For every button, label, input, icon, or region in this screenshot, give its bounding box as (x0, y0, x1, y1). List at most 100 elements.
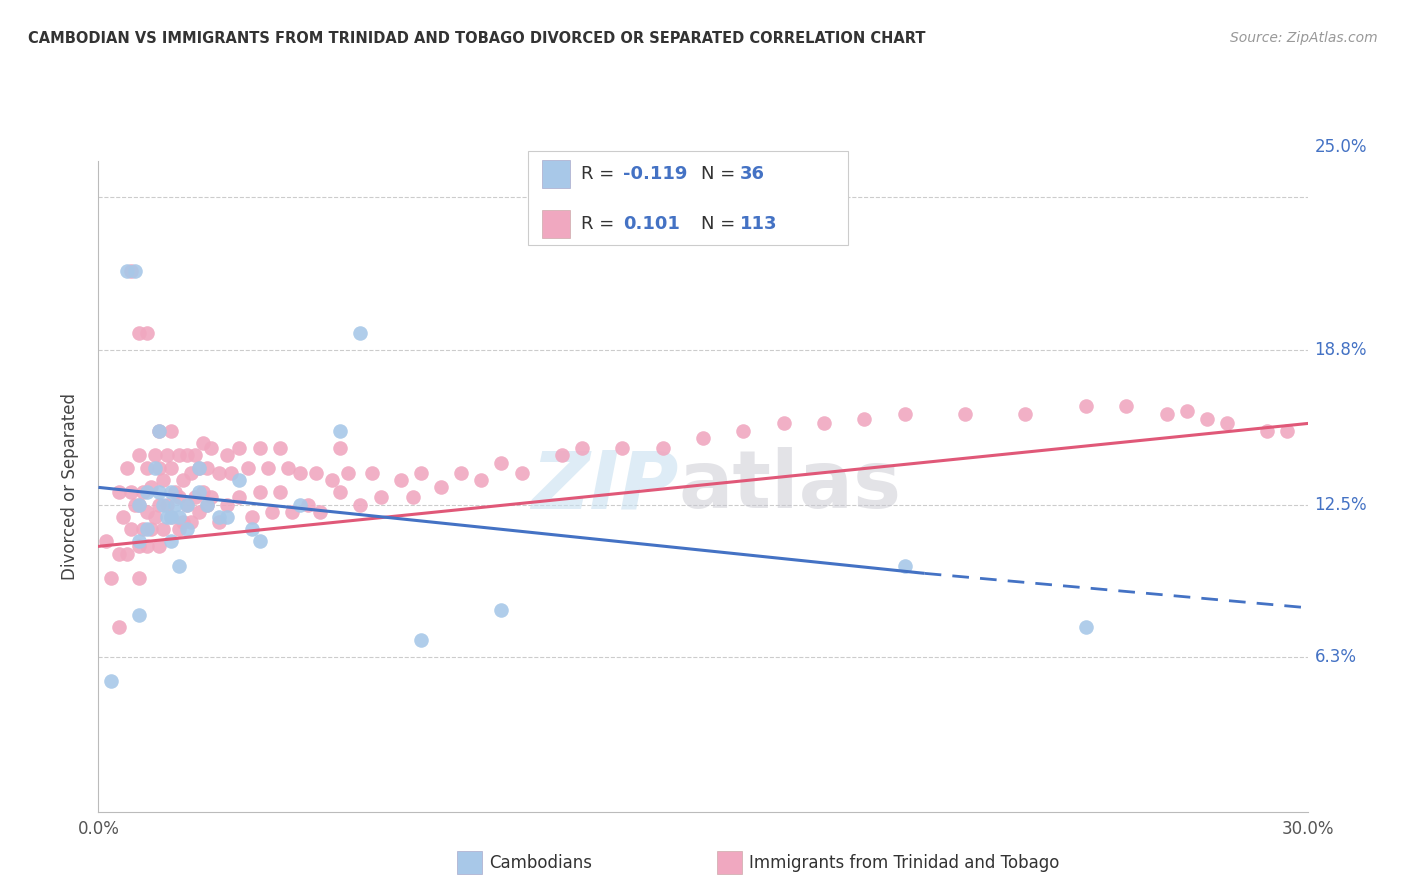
Point (692, 431, 714, 445)
Point (156, 498, 179, 512)
Text: N =: N = (700, 215, 741, 233)
Point (135, 505, 157, 519)
Point (176, 522, 198, 536)
Point (277, 460, 299, 475)
Point (180, 515, 202, 529)
Point (329, 485, 352, 500)
Point (236, 460, 259, 475)
Point (208, 515, 231, 529)
Point (100, 674, 122, 689)
Point (135, 460, 157, 475)
Point (409, 466, 432, 480)
Point (160, 509, 183, 524)
Point (167, 559, 190, 574)
Point (370, 490, 392, 504)
Point (853, 411, 876, 425)
Point (124, 264, 146, 278)
Point (491, 456, 513, 470)
Point (510, 466, 533, 480)
Point (240, 522, 263, 536)
Point (256, 460, 278, 475)
Point (128, 608, 150, 623)
Point (96, 534, 118, 549)
Point (305, 466, 328, 480)
Point (100, 571, 122, 585)
Point (152, 498, 174, 512)
Point (195, 498, 218, 512)
Point (188, 485, 211, 500)
Point (651, 441, 673, 455)
Point (208, 466, 231, 480)
Text: atlas: atlas (679, 447, 901, 525)
Point (128, 539, 150, 553)
Point (612, 441, 634, 455)
Point (1195, 411, 1218, 425)
Point (195, 498, 218, 512)
Point (148, 539, 170, 553)
Point (309, 505, 332, 519)
Point (470, 473, 492, 487)
Point (1277, 424, 1299, 438)
Point (240, 509, 263, 524)
Point (288, 498, 311, 512)
Point (269, 485, 291, 500)
Point (450, 466, 472, 480)
Text: ZIP: ZIP (531, 447, 679, 525)
Point (329, 441, 352, 455)
Point (1256, 424, 1278, 438)
Point (349, 498, 371, 512)
Point (163, 498, 186, 512)
Text: 18.8%: 18.8% (1315, 341, 1367, 359)
Point (107, 485, 129, 500)
Point (156, 449, 179, 463)
Point (148, 485, 170, 500)
Point (176, 498, 198, 512)
Point (148, 498, 170, 512)
Text: 25.0%: 25.0% (1315, 138, 1367, 156)
Point (107, 620, 129, 634)
Text: Cambodians: Cambodians (489, 855, 592, 872)
Point (167, 490, 190, 504)
Point (893, 559, 915, 574)
Point (148, 424, 170, 438)
Point (172, 515, 194, 529)
Point (111, 509, 134, 524)
Point (733, 424, 755, 438)
Point (297, 498, 319, 512)
Point (180, 466, 202, 480)
Point (128, 326, 150, 340)
Point (571, 441, 593, 455)
Point (160, 534, 183, 549)
Point (491, 603, 513, 617)
Point (551, 449, 574, 463)
Point (132, 522, 155, 536)
Point (772, 417, 794, 431)
Text: CAMBODIAN VS IMMIGRANTS FROM TRINIDAD AND TOBAGO DIVORCED OR SEPARATED CORRELATI: CAMBODIAN VS IMMIGRANTS FROM TRINIDAD AN… (28, 31, 925, 46)
Point (228, 441, 250, 455)
Y-axis label: Divorced or Separated: Divorced or Separated (60, 392, 79, 580)
Point (128, 498, 150, 512)
Point (152, 522, 174, 536)
Point (128, 571, 150, 585)
Point (148, 460, 170, 475)
Point (281, 505, 304, 519)
Point (167, 509, 190, 524)
Point (195, 460, 218, 475)
Point (139, 522, 162, 536)
Point (1216, 417, 1239, 431)
Point (115, 460, 138, 475)
Point (221, 466, 243, 480)
Point (176, 498, 198, 512)
Text: N =: N = (700, 165, 741, 183)
Text: -0.119: -0.119 (623, 165, 688, 183)
Point (208, 509, 231, 524)
Point (349, 326, 371, 340)
Point (128, 534, 150, 549)
Point (217, 498, 239, 512)
Point (160, 509, 183, 524)
Point (120, 485, 142, 500)
Point (143, 449, 166, 463)
Point (361, 466, 384, 480)
Point (167, 449, 190, 463)
Text: Source: ZipAtlas.com: Source: ZipAtlas.com (1230, 31, 1378, 45)
